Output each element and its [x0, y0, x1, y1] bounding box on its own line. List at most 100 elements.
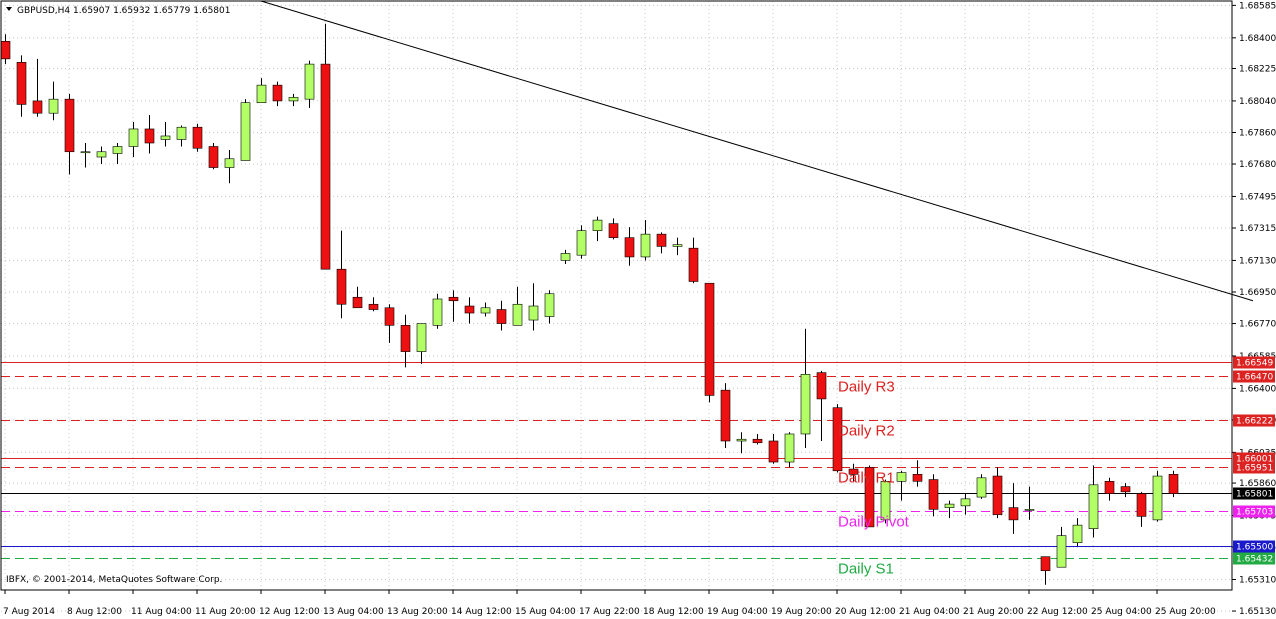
candle-body [320, 63, 331, 270]
y-tick-label: 1.65860 [1239, 479, 1276, 489]
price-badge [1233, 552, 1275, 565]
x-tick-label: 19 Aug 04:00 [707, 607, 768, 617]
candle [752, 433, 763, 445]
candle [704, 282, 715, 403]
symbol-line: GBPUSD,H4 1.65907 1.65932 1.65779 1.6580… [17, 6, 230, 16]
candle [928, 474, 939, 517]
candle [272, 81, 283, 107]
candle [896, 470, 907, 501]
candle [544, 290, 555, 324]
candle-body [432, 298, 443, 326]
candle-body [1104, 481, 1115, 494]
candle-body [48, 98, 59, 114]
candle-body [928, 479, 939, 510]
candle-body [224, 158, 235, 168]
candle-body [240, 102, 251, 161]
candle-body [752, 438, 763, 444]
candle-body [32, 100, 43, 114]
x-tick-label: 13 Aug 20:00 [387, 607, 448, 617]
x-tick-label: 19 Aug 20:00 [771, 607, 832, 617]
candle [320, 23, 331, 270]
candle [240, 99, 251, 161]
candle [864, 465, 875, 528]
candle-body [64, 98, 75, 153]
x-tick-label: 20 Aug 12:00 [835, 607, 896, 617]
price-badge [1233, 356, 1275, 369]
candle [672, 237, 683, 256]
price-badge [1233, 505, 1275, 518]
candle-body [448, 296, 459, 302]
candle [848, 463, 859, 482]
y-tick-label: 1.67860 [1239, 128, 1276, 138]
candle [512, 286, 523, 326]
candle-body [400, 325, 411, 352]
x-tick-label: 21 Aug 20:00 [963, 607, 1024, 617]
candle-body [272, 84, 283, 102]
candle-body [992, 475, 1003, 515]
candle-body [128, 128, 139, 147]
candle-body [560, 253, 571, 261]
price-badge-label: 1.65801 [1236, 490, 1273, 500]
candle [160, 121, 171, 147]
candle [640, 220, 651, 261]
candle [1040, 556, 1051, 585]
candle-body [768, 440, 779, 463]
candle-body [144, 128, 155, 144]
x-tick-label: 21 Aug 04:00 [899, 607, 960, 617]
trendline-layer [260, 0, 1254, 302]
candle-body [640, 233, 651, 258]
copyright-text: IBFX, © 2001-2014, MetaQuotes Software C… [6, 575, 222, 585]
price-badge [1233, 461, 1275, 474]
candle [336, 230, 347, 319]
y-tick-label: 1.68585 [1239, 1, 1276, 11]
y-tick-label: 1.68400 [1239, 34, 1276, 44]
x-tick-label: 14 Aug 12:00 [451, 607, 512, 617]
candle [1008, 483, 1019, 534]
candle [368, 297, 379, 312]
candle-body [688, 247, 699, 282]
candle [400, 314, 411, 368]
y-tick-label: 1.67680 [1239, 160, 1276, 170]
candle-body [208, 146, 219, 168]
candle [576, 225, 587, 259]
y-tick-label: 1.67315 [1239, 224, 1276, 234]
candle [880, 479, 891, 524]
candle [1136, 491, 1147, 527]
candle-body [1152, 475, 1163, 521]
x-tick-label: 17 Aug 22:00 [579, 607, 640, 617]
candle [224, 150, 235, 184]
candle [784, 432, 795, 468]
y-tick-label: 1.65310 [1239, 575, 1276, 585]
price-badge-label: 1.65703 [1236, 508, 1273, 518]
candle-body [800, 374, 811, 435]
y-tick-label: 1.65130 [1239, 607, 1276, 617]
candle-body [656, 233, 667, 247]
candle [944, 500, 955, 519]
x-tick-label: 18 Aug 12:00 [643, 607, 704, 617]
candle [384, 304, 395, 343]
candle-body [304, 63, 315, 100]
candle [768, 433, 779, 464]
candle [1152, 470, 1163, 522]
x-tick-label: 22 Aug 12:00 [1027, 607, 1088, 617]
chart-header: GBPUSD,H4 1.65907 1.65932 1.65779 1.6580… [6, 6, 230, 16]
candle-body [976, 477, 987, 498]
candle-body [1120, 486, 1131, 493]
x-tick-label: 15 Aug 04:00 [515, 607, 576, 617]
candle-body [1024, 509, 1035, 511]
candle [592, 216, 603, 242]
candle [816, 370, 827, 441]
level-name: Daily Pivot [838, 514, 910, 531]
chevron-down-icon [6, 7, 12, 11]
y-tick-label: 1.67495 [1239, 192, 1276, 202]
price-badge-label: 1.65500 [1236, 543, 1273, 553]
candle [736, 432, 747, 454]
x-tick-label: 7 Aug 2014 [3, 607, 55, 617]
candle-body [544, 293, 555, 317]
candle [960, 493, 971, 515]
candle [288, 93, 299, 107]
candle-body [592, 219, 603, 231]
candle-body [848, 468, 859, 475]
candle-body [464, 305, 475, 314]
candle-body [1056, 535, 1067, 568]
